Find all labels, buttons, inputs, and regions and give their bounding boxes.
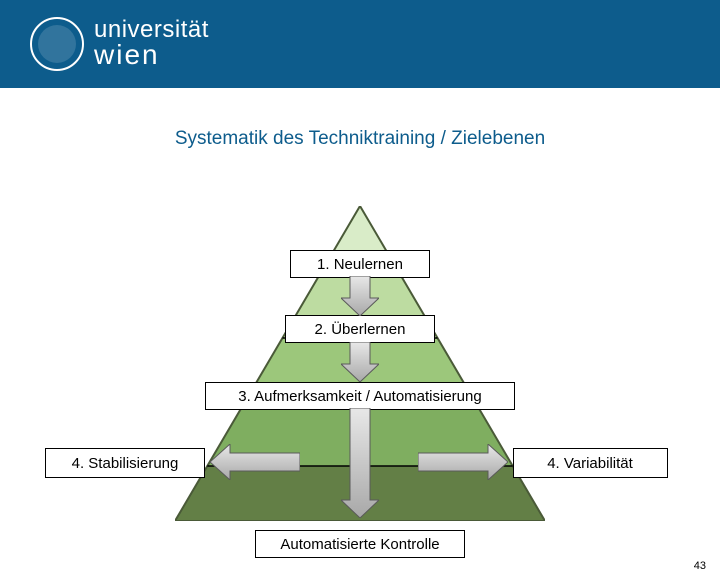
seal-inner [38,25,76,63]
page-number: 43 [694,560,706,572]
step-2-label: 2. Überlernen [315,321,406,338]
arrow-down-3 [341,408,379,518]
university-seal-icon [30,17,84,71]
arrow-down-1 [341,276,379,316]
bottom-label: Automatisierte Kontrolle [280,536,439,553]
step-4-left-box: 4. Stabilisierung [45,448,205,478]
slide-title: Systematik des Techniktraining / Zielebe… [0,128,720,150]
logo-line2: wien [94,42,209,69]
step-4-right-label: 4. Variabilität [547,455,633,472]
bottom-box: Automatisierte Kontrolle [255,530,465,558]
step-3-box: 3. Aufmerksamkeit / Automatisierung [205,382,515,410]
slide-content: Systematik des Techniktraining / Zielebe… [0,128,720,580]
arrow-right [418,444,508,480]
header-bar: universität wien [0,0,720,88]
step-4-left-label: 4. Stabilisierung [72,455,179,472]
arrow-down-2 [341,342,379,382]
step-1-label: 1. Neulernen [317,256,403,273]
step-2-box: 2. Überlernen [285,315,435,343]
step-1-box: 1. Neulernen [290,250,430,278]
arrow-left [210,444,300,480]
university-logo-text: universität wien [94,19,209,68]
step-3-label: 3. Aufmerksamkeit / Automatisierung [238,388,481,405]
step-4-right-box: 4. Variabilität [513,448,668,478]
